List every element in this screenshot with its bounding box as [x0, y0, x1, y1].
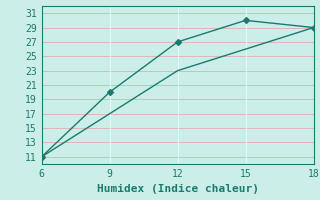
X-axis label: Humidex (Indice chaleur): Humidex (Indice chaleur): [97, 184, 259, 194]
